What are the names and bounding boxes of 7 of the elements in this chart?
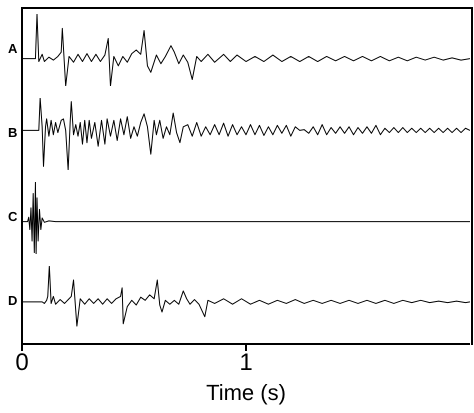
series-label: B bbox=[8, 125, 18, 140]
series-label: D bbox=[8, 293, 18, 308]
x-axis-title: Time (s) bbox=[205, 380, 287, 406]
x-tick-label: 1 bbox=[239, 349, 253, 376]
series-label: C bbox=[8, 209, 18, 224]
x-tick-label: 0 bbox=[15, 349, 29, 376]
series-label: A bbox=[8, 41, 18, 56]
